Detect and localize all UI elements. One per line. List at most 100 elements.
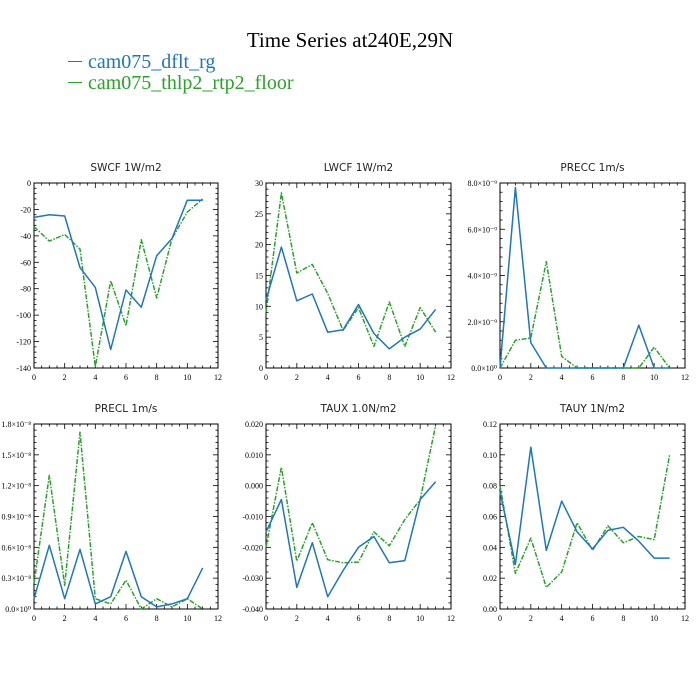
x-tick-label: 8: [155, 373, 159, 382]
series-line-2: [499, 454, 671, 589]
x-tick-label: 0: [32, 614, 36, 623]
x-tick-label: 0: [498, 614, 502, 623]
chart-figure-title: Time Series at240E,29N: [246, 28, 454, 52]
x-tick-label: 2: [295, 373, 299, 382]
x-tick-label: 2: [529, 614, 533, 623]
chart-panel-3: PRECC 1m/s 0 2 4 6 8 10 12 0.0×10⁰ 2.0×10⁻⁹ 4.0×10…: [467, 162, 689, 382]
x-tick-label: 0: [264, 373, 268, 382]
legend-label: cam075_dflt_rg: [88, 51, 216, 73]
x-tick-label: 4: [326, 373, 330, 382]
y-tick-label: 0.00: [483, 605, 497, 614]
y-tick-label: 5: [259, 333, 263, 342]
chart-panel-6: TAUY 1N/m2 0 2 4 6 8 10 12 0.12 0.10 0.08 0.06 0.04 0…: [483, 403, 689, 623]
x-tick-label: 10: [183, 373, 191, 382]
y-tick-label: 1.2×10⁻⁸: [1, 482, 31, 491]
y-tick-label: 1.8×10⁻⁸: [1, 420, 31, 429]
y-tick-label: 0.0×10⁰: [5, 605, 31, 614]
y-tick-label: -60: [20, 258, 31, 267]
y-tick-label: 0: [27, 179, 31, 188]
x-tick-label: 12: [447, 614, 455, 623]
y-tick-label: 20: [255, 241, 263, 250]
chart-panel-1: SWCF 1W/m2 0 2 4 6 8 10 12 0 -20 -40 -60 -80 -100 -120…: [16, 162, 222, 382]
x-tick-label: 6: [357, 614, 361, 623]
x-tick-label: 4: [560, 373, 564, 382]
x-tick-label: 12: [447, 373, 455, 382]
x-tick-label: 2: [63, 373, 67, 382]
x-tick-label: 12: [214, 373, 222, 382]
legend-line-icon: [68, 60, 82, 62]
x-tick-label: 6: [591, 614, 595, 623]
x-tick-label: 6: [124, 614, 128, 623]
x-tick-label: 8: [621, 614, 625, 623]
x-tick-label: 12: [681, 614, 689, 623]
y-tick-label: 4.0×10⁻⁹: [467, 272, 497, 281]
legend-entry-series-1: cam075_dflt_rg: [68, 51, 215, 73]
y-tick-label: 25: [255, 210, 263, 219]
panel-title: PRECL 1m/s: [95, 403, 158, 415]
panel-title: PRECC 1m/s: [560, 162, 624, 174]
y-tick-label: -140: [16, 364, 31, 373]
series-line-2: [265, 192, 437, 348]
y-tick-label: 1.5×10⁻⁸: [1, 451, 31, 460]
x-tick-label: 4: [93, 614, 97, 623]
plot-frame: [33, 182, 219, 369]
x-tick-label: 2: [295, 614, 299, 623]
y-tick-label: 0.04: [483, 543, 497, 552]
x-tick-label: 12: [681, 373, 689, 382]
x-tick-label: 10: [183, 614, 191, 623]
x-tick-label: 6: [124, 373, 128, 382]
series-line-1: [499, 186, 670, 369]
series-line-2: [33, 431, 204, 610]
x-tick-label: 0: [32, 373, 36, 382]
y-tick-label: 8.0×10⁻⁹: [467, 179, 497, 188]
x-tick-label: 6: [357, 373, 361, 382]
y-tick-label: -40: [20, 232, 31, 241]
x-tick-label: 0: [498, 373, 502, 382]
y-tick-label: 0: [259, 364, 263, 373]
y-tick-label: -120: [16, 338, 31, 347]
panel-title: LWCF 1W/m2: [324, 162, 394, 174]
y-tick-label: 0.9×10⁻⁸: [1, 513, 31, 522]
plot-frame: [499, 423, 686, 610]
x-tick-label: 8: [387, 614, 391, 623]
x-tick-label: 8: [621, 373, 625, 382]
y-tick-label: 0.010: [245, 451, 263, 460]
y-tick-label: 0.020: [245, 420, 263, 429]
x-tick-label: 6: [591, 373, 595, 382]
series-line-1: [499, 446, 670, 566]
x-tick-label: 2: [63, 614, 67, 623]
plot-frame: [499, 182, 686, 369]
y-tick-label: -80: [20, 285, 31, 294]
legend-label: cam075_thlp2_rtp2_floor: [88, 72, 294, 94]
y-tick-label: -0.030: [242, 574, 263, 583]
chart-panel-2: LWCF 1W/m2 0 2 4 6 8 10 12 0 5 10 15 20 25 30: [255, 162, 455, 382]
y-tick-label: -0.020: [242, 543, 263, 552]
x-tick-label: 10: [416, 614, 424, 623]
legend-line-icon: [68, 81, 82, 83]
y-tick-label: -20: [20, 205, 31, 214]
chart-panel-4: PRECL 1m/s 0 2 4 6 8 10 12 0.0×10⁰ 0.3×10⁻⁸ 0.6×10…: [1, 403, 222, 623]
x-tick-label: 8: [387, 373, 391, 382]
y-tick-label: 0.0×10⁰: [471, 364, 497, 373]
x-tick-label: 2: [529, 373, 533, 382]
y-tick-label: 0.000: [245, 482, 263, 491]
x-tick-label: 4: [560, 614, 564, 623]
x-tick-label: 0: [264, 614, 268, 623]
y-tick-label: 0.10: [483, 451, 497, 460]
y-tick-label: 0.12: [483, 420, 497, 429]
y-tick-label: 0.06: [483, 513, 497, 522]
chart-panel-5: TAUX 1.0N/m2 0 2 4 6 8 10 12 0.020 0.010 0.000 -0.0…: [242, 403, 455, 623]
series-line-1: [33, 199, 203, 351]
panel-title: SWCF 1W/m2: [90, 162, 161, 174]
x-tick-label: 10: [416, 373, 424, 382]
y-tick-label: 0.08: [483, 482, 497, 491]
x-tick-label: 4: [326, 614, 330, 623]
y-tick-label: 15: [255, 272, 263, 281]
series-line-2: [499, 260, 671, 369]
series-line-1: [265, 246, 437, 350]
y-tick-label: 6.0×10⁻⁹: [467, 225, 497, 234]
plot-frame: [265, 423, 452, 610]
x-tick-label: 8: [155, 614, 159, 623]
series-line-1: [33, 544, 204, 608]
